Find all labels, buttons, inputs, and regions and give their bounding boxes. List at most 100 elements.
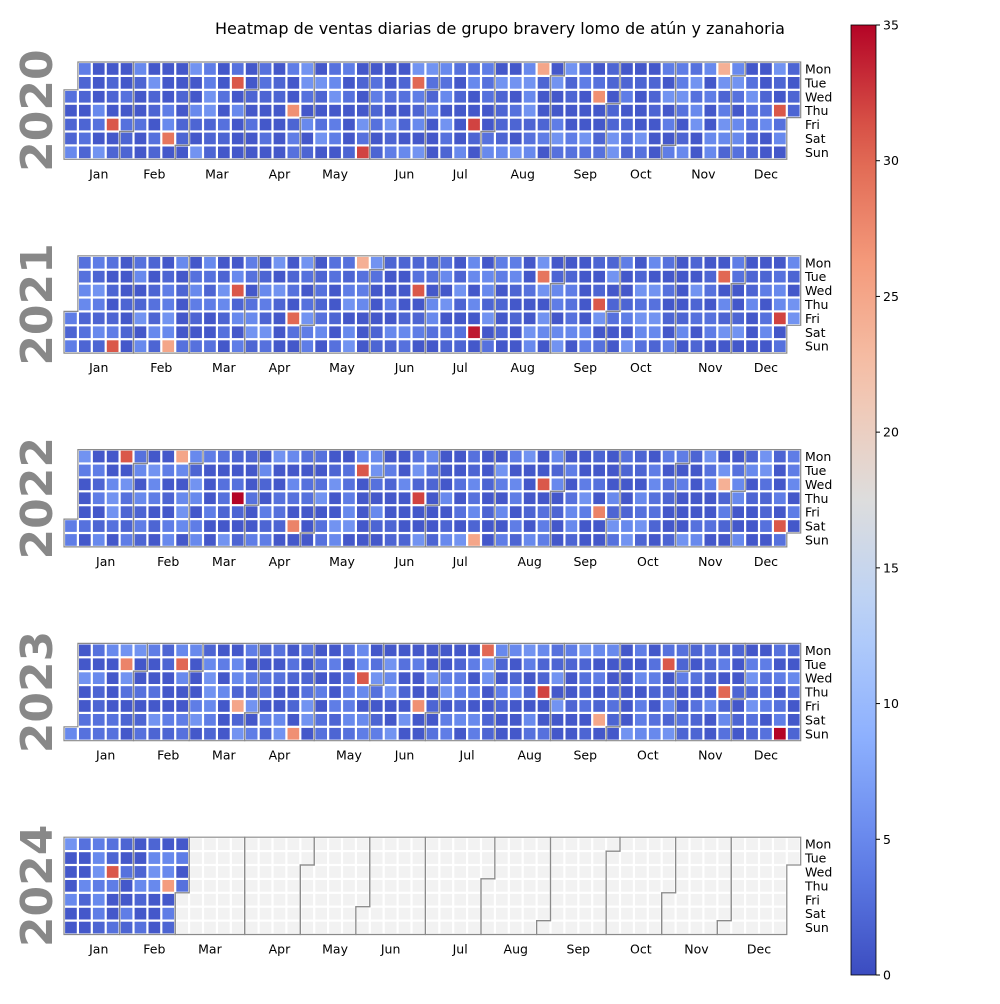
day-cell <box>509 838 522 850</box>
day-cell <box>287 672 300 684</box>
day-cell <box>440 312 453 325</box>
day-cell <box>635 520 647 532</box>
day-cell <box>357 90 369 103</box>
day-cell <box>343 893 355 906</box>
day-cell <box>176 686 188 698</box>
day-cell <box>593 852 605 864</box>
day-cell <box>746 492 758 505</box>
day-cell <box>245 132 258 145</box>
day-cell <box>468 727 480 740</box>
day-cell <box>704 714 717 726</box>
day-cell <box>176 852 188 864</box>
day-cell <box>648 478 661 491</box>
day-cell <box>662 866 675 878</box>
colorbar-tick-label: 0 <box>883 968 891 983</box>
day-cell <box>482 464 494 477</box>
day-cell <box>218 700 230 712</box>
day-cell <box>746 880 758 892</box>
day-cell <box>259 686 272 698</box>
day-cell <box>162 506 175 518</box>
day-cell <box>482 270 494 283</box>
day-cell <box>732 534 744 546</box>
day-cell <box>621 644 633 657</box>
day-cell <box>259 520 272 532</box>
day-cell <box>148 672 161 684</box>
day-cell <box>787 270 800 283</box>
day-cell <box>384 478 397 491</box>
day-cell <box>496 312 508 325</box>
day-cell <box>301 284 314 297</box>
day-cell <box>468 893 480 906</box>
day-cell <box>329 921 341 934</box>
day-cell <box>245 312 258 325</box>
day-cell <box>134 838 147 850</box>
day-cell <box>648 921 661 934</box>
day-cell <box>134 907 147 920</box>
day-cell <box>398 880 411 892</box>
day-cell <box>579 700 592 712</box>
day-cell <box>357 866 369 878</box>
day-cell <box>537 90 550 103</box>
day-cell <box>676 298 689 311</box>
day-cell <box>357 478 369 491</box>
day-cell <box>231 907 244 920</box>
day-cell <box>551 506 564 518</box>
day-cell <box>218 340 230 352</box>
day-cell <box>176 658 188 671</box>
day-cell <box>607 77 619 89</box>
day-cell <box>426 534 439 546</box>
day-cell <box>231 644 244 657</box>
day-cell <box>454 256 466 269</box>
day-cell <box>746 256 758 269</box>
day-cell <box>690 340 703 352</box>
day-cell <box>551 880 564 892</box>
day-cell <box>384 77 397 89</box>
day-cell <box>537 686 550 698</box>
day-cell <box>718 838 731 850</box>
day-cell <box>760 63 772 75</box>
month-label: Jun <box>394 360 415 375</box>
month-label: Sep <box>573 360 597 375</box>
day-cell <box>732 270 744 283</box>
weekday-label: Sat <box>805 325 826 340</box>
day-cell <box>315 450 327 463</box>
day-cell <box>204 852 216 864</box>
day-cell <box>732 866 744 878</box>
day-cell <box>231 77 244 89</box>
day-cell <box>273 340 286 352</box>
day-cell <box>176 312 188 325</box>
day-cell <box>482 921 494 934</box>
day-cell <box>760 658 772 671</box>
day-cell <box>774 104 786 117</box>
day-cell <box>120 298 133 311</box>
day-cell <box>273 686 286 698</box>
day-cell <box>176 727 188 740</box>
day-cell <box>593 700 605 712</box>
day-cell <box>231 672 244 684</box>
day-cell <box>732 852 744 864</box>
day-cell <box>774 658 786 671</box>
day-cell <box>537 270 550 283</box>
day-cell <box>273 90 286 103</box>
day-cell <box>190 727 202 740</box>
day-cell <box>162 921 175 934</box>
day-cell <box>92 104 105 117</box>
day-cell <box>704 852 717 864</box>
month-label: Jul <box>452 166 468 181</box>
day-cell <box>412 464 425 477</box>
day-cell <box>301 478 314 491</box>
day-cell <box>106 893 119 906</box>
day-cell <box>440 644 453 657</box>
day-cell <box>245 464 258 477</box>
day-cell <box>593 63 605 75</box>
day-cell <box>329 146 341 159</box>
day-cell <box>315 312 327 325</box>
day-cell <box>579 492 592 505</box>
day-cell <box>148 118 161 131</box>
day-cell <box>190 90 202 103</box>
day-cell <box>468 312 480 325</box>
day-cell <box>579 77 592 89</box>
day-cell <box>92 658 105 671</box>
month-label: Nov <box>698 360 723 375</box>
day-cell <box>231 132 244 145</box>
